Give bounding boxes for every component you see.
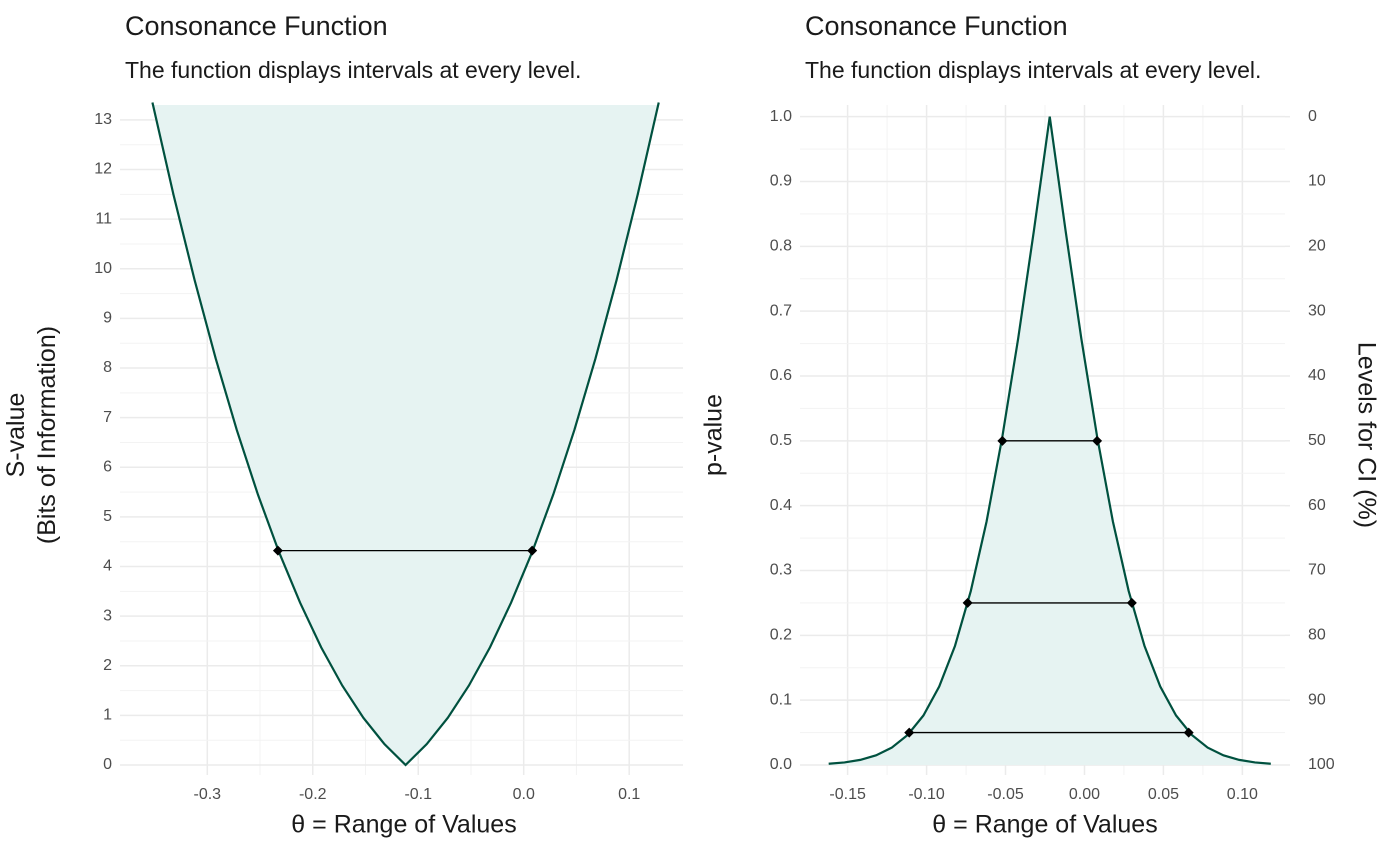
y-tick-label: 0.5 [770,432,792,449]
interval-upper [1183,727,1194,738]
x-tick-label: 0.0 [513,786,535,803]
y-tick-label: 0.4 [770,497,792,514]
y-tick-label: 8 [103,359,112,376]
x-tick-label: 0.10 [1227,786,1258,803]
y-tick-label: 0.7 [770,302,792,319]
interval-upper [1092,435,1103,446]
y-tick-label: 12 [94,161,112,178]
y-tick-label: 11 [95,210,112,227]
y-axis-label: S-value [2,393,30,478]
x-tick-label: 0.00 [1069,786,1100,803]
y2-tick-label: 40 [1308,367,1326,384]
x-tick-label: 0.1 [618,786,640,803]
chart-subtitle: The function displays intervals at every… [805,57,1261,83]
curve [151,102,660,767]
x-tick-label: -0.10 [908,786,945,803]
y-tick-label: 1 [103,707,112,724]
y2-tick-label: 60 [1308,497,1326,514]
chart-subtitle: The function displays intervals at every… [125,57,581,83]
y-tick-label: 1.0 [770,108,792,125]
y-tick-label: 5 [103,508,112,525]
y2-tick-label: 70 [1308,562,1326,579]
x-tick-label: -0.2 [299,786,327,803]
y-axis-label: p-value [700,394,728,476]
y2-tick-label: 0 [1308,108,1317,125]
y-tick-label: 0 [103,756,112,773]
area [152,102,659,765]
y-tick-label: 10 [94,260,112,277]
y2-axis-label: Levels for CI (%) [1352,342,1380,528]
y-tick-label: 0.0 [770,756,792,773]
interval-upper [527,545,538,556]
y2-tick-label: 80 [1308,627,1326,644]
interval-lower [997,435,1008,446]
y2-tick-label: 10 [1308,173,1326,190]
interval-lower [272,545,283,556]
x-tick-label: -0.15 [829,786,866,803]
plot: -0.15 -0.10 -0.05 0.00 0.05 0.10 0.0 0.1 0.2 0.3 0… [700,11,1381,838]
y-tick-label: 2 [103,657,112,674]
y2-tick-label: 20 [1308,238,1326,255]
y-tick-label: 0.2 [770,627,792,644]
y-tick-label: 0.1 [770,691,792,708]
y-tick-label: 0.6 [770,367,792,384]
plot: -0.3 -0.2 -0.1 0.0 0.1012345678910111213Cons… [2,11,683,839]
y-tick-label: 4 [103,558,112,575]
interval-lower [962,597,973,608]
y2-tick-label: 100 [1308,756,1335,773]
y2-tick-label: 90 [1308,691,1326,708]
y-axis-label: (Bits of Information) [33,326,61,544]
chart-title: Consonance Function [805,11,1068,41]
x-tick-label: -0.1 [404,786,432,803]
y-tick-label: 7 [103,409,112,426]
x-axis-label: θ = Range of Values [291,811,516,839]
y2-tick-label: 30 [1308,302,1326,319]
y-tick-label: 13 [94,111,112,128]
y-tick-label: 0.3 [770,562,792,579]
chart-title: Consonance Function [125,11,388,41]
y-tick-label: 6 [103,458,112,475]
y-tick-label: 3 [103,607,112,624]
y-tick-label: 9 [103,310,112,327]
interval-upper [1126,597,1137,608]
y-tick-label: 0.9 [770,173,792,190]
y-tick-label: 0.8 [770,238,792,255]
interval-lower [904,727,915,738]
x-tick-label: 0.05 [1148,786,1179,803]
curve [828,116,1271,765]
x-axis-label: θ = Range of Values [932,811,1157,839]
x-tick-label: -0.05 [987,786,1024,803]
x-tick-label: -0.3 [193,786,221,803]
y2-tick-label: 50 [1308,432,1326,449]
